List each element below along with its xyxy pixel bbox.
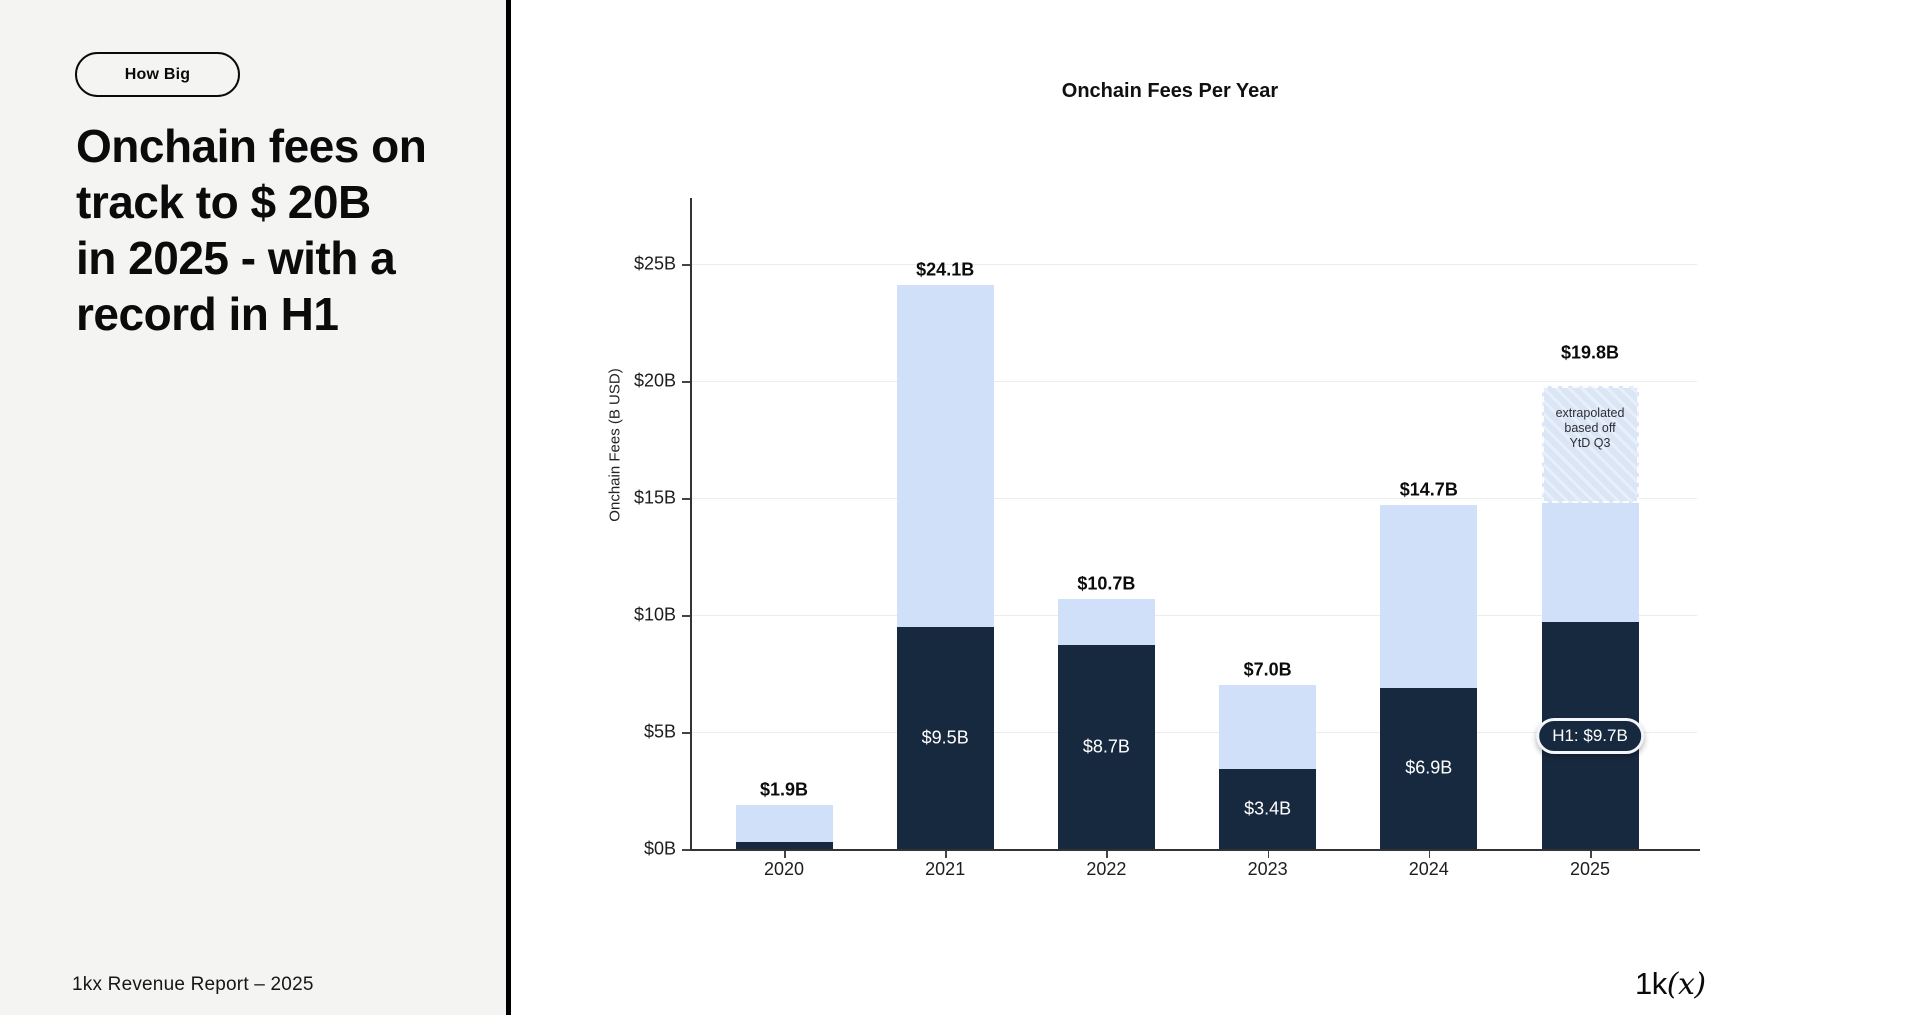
- gridline: [690, 381, 1697, 382]
- brand-logo-1k: 1k: [1635, 966, 1667, 1001]
- gridline: [690, 264, 1697, 265]
- extrapolation-note-line: YtD Q3: [1569, 435, 1611, 450]
- bar-2021-h1: [896, 626, 994, 849]
- slide-title-line: in 2025 - with a: [76, 232, 396, 284]
- bar-total-label-2025: $19.8B: [1560, 342, 1620, 363]
- y-axis-spine: [690, 198, 692, 851]
- bar-h1-label-2021: $9.5B: [921, 727, 969, 748]
- gridline: [690, 615, 1697, 616]
- x-tick-label-2024: 2024: [1408, 859, 1449, 879]
- bar-2024-h2: [1380, 505, 1478, 688]
- bar-h1-label-2022: $8.7B: [1082, 736, 1130, 757]
- bar-total-label-2022: $10.7B: [1077, 573, 1136, 594]
- bar-2020-h1: [735, 841, 833, 849]
- left-panel: How Big Onchain fees on track to $ 20B i…: [0, 0, 506, 1015]
- y-tick: [682, 381, 690, 383]
- gridline: [690, 732, 1697, 733]
- y-tick: [682, 849, 690, 851]
- slide-title-line: record in H1: [76, 288, 339, 340]
- gridline: [690, 498, 1697, 499]
- bar-total-label-2023: $7.0B: [1243, 659, 1292, 680]
- x-tick: [945, 851, 947, 858]
- bar-2021-h2: [896, 285, 994, 627]
- y-tick-label: $0B: [643, 838, 676, 859]
- h1-value-pill: H1: $9.7B: [1536, 717, 1644, 754]
- y-tick: [682, 615, 690, 617]
- bar-h1-label-2024: $6.9B: [1405, 757, 1453, 778]
- brand-logo: 1k(x): [1635, 966, 1706, 1002]
- slide-title-line: track to $ 20B: [76, 176, 371, 228]
- x-tick-label-2022: 2022: [1086, 859, 1127, 879]
- x-tick: [784, 851, 786, 858]
- extrapolation-note: extrapolated based off YtD Q3: [1544, 406, 1637, 451]
- bar-2025-extrapolated: extrapolated based off YtD Q3: [1541, 385, 1639, 503]
- bar-2024-h1: [1380, 687, 1478, 849]
- bar-2023-h1: [1219, 769, 1317, 849]
- y-tick-label: $10B: [633, 604, 676, 625]
- extrapolation-note-line: extrapolated: [1555, 405, 1625, 420]
- y-tick: [682, 264, 690, 266]
- chart-title: Onchain Fees Per Year: [1061, 80, 1279, 102]
- x-tick: [1590, 851, 1592, 858]
- panel-divider: [506, 0, 511, 1015]
- bar-h1-label-2023: $3.4B: [1244, 798, 1292, 819]
- bar-2023-h2: [1219, 685, 1317, 770]
- slide-footer: 1kx Revenue Report – 2025: [72, 974, 314, 995]
- section-badge: How Big: [75, 52, 240, 97]
- section-badge-label: How Big: [124, 65, 191, 83]
- y-tick-label: $5B: [643, 721, 676, 742]
- bar-total-label-2024: $14.7B: [1399, 479, 1458, 500]
- x-tick-label-2021: 2021: [925, 859, 966, 879]
- y-tick: [682, 732, 690, 734]
- x-tick: [1428, 851, 1431, 858]
- x-tick-label-2025: 2025: [1569, 859, 1611, 879]
- y-tick: [682, 498, 690, 500]
- x-axis-spine: [690, 849, 1700, 851]
- x-tick-label-2020: 2020: [763, 859, 805, 879]
- slide-title: Onchain fees on track to $ 20B in 2025 -…: [76, 118, 427, 342]
- x-tick-label-2023: 2023: [1247, 859, 1288, 879]
- bar-2020-h2: [735, 804, 833, 842]
- bar-total-label-2020: $1.9B: [759, 779, 809, 800]
- y-tick-label: $25B: [633, 253, 676, 274]
- bar-2025-h2: [1541, 502, 1639, 622]
- y-tick-label: $15B: [633, 487, 676, 508]
- brand-logo-x: (x): [1666, 967, 1706, 1002]
- bar-total-label-2021: $24.1B: [916, 259, 975, 280]
- x-tick: [1106, 851, 1108, 858]
- extrapolation-note-line: based off: [1564, 420, 1616, 435]
- bar-2022-h1: [1057, 645, 1155, 849]
- bar-2022-h2: [1057, 598, 1155, 646]
- x-tick: [1267, 851, 1270, 858]
- slide-title-line: Onchain fees on: [76, 120, 427, 172]
- y-tick-label: $20B: [633, 370, 676, 391]
